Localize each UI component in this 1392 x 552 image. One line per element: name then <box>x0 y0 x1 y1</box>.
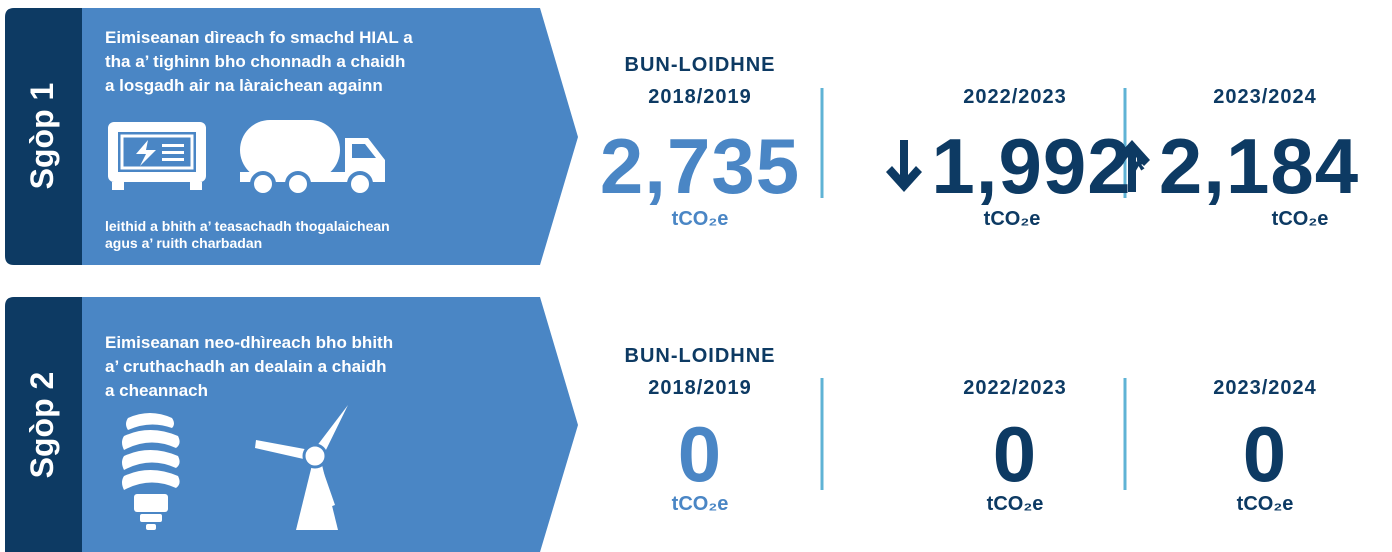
stat-unit: tCO₂e <box>671 208 729 230</box>
value-text: 2,735 <box>599 122 801 210</box>
stat-unit: tCO₂e <box>983 208 1041 230</box>
description-line: a losgadh air na làraichean againn <box>105 76 383 95</box>
value-text: 1,992 <box>931 122 1132 210</box>
scope-tab <box>5 297 82 552</box>
stat-value: 2,735 <box>570 124 830 208</box>
stat-heading: 2023/2024 <box>1135 49 1392 113</box>
heading-line: 2018/2019 <box>648 377 752 399</box>
scope-panel <box>82 297 578 552</box>
stat-heading: BUN-LOIDHNE 2018/2019 <box>570 49 830 113</box>
heading-line: 2023/2024 <box>1213 377 1317 399</box>
generator-icon <box>108 122 206 190</box>
heading-line: BUN-LOIDHNE <box>624 54 776 76</box>
value-text: 0 <box>992 410 1038 498</box>
description-line: Eimiseanan neo-dhìreach bho bhith <box>105 333 394 352</box>
bulb-icon <box>122 413 180 530</box>
value-text: 0 <box>677 410 723 498</box>
down-arrow-icon <box>886 140 923 192</box>
heading-line: 2022/2023 <box>963 86 1067 108</box>
stat-heading: BUN-LOIDHNE 2018/2019 <box>570 340 830 404</box>
stat-heading: 2022/2023 <box>885 340 1145 404</box>
wind-turbine-icon <box>255 405 348 530</box>
stat-unit: tCO₂e <box>1271 208 1329 230</box>
heading-line: 2023/2024 <box>1213 86 1317 108</box>
value-text: 2,184 <box>1158 122 1360 210</box>
value-text: 0 <box>1242 410 1288 498</box>
note-line: leithid a bhith a’ teasachadh thogalaich… <box>105 218 390 234</box>
stat-heading: 2023/2024 <box>1135 340 1392 404</box>
scope-label: Sgòp 1 <box>24 82 60 190</box>
heading-line: 2018/2019 <box>648 86 752 108</box>
description-line: a cheannach <box>105 381 208 400</box>
description-line: tha a’ tighinn bho chonnadh a chaidh <box>105 52 406 71</box>
stat-value: 0 <box>885 412 1145 496</box>
description-line: Eimiseanan dìreach fo smachd HIAL a <box>105 28 413 47</box>
stat-unit: tCO₂e <box>1236 493 1294 515</box>
scope-tab <box>5 8 82 265</box>
stat-value: 0 <box>570 412 830 496</box>
note-line: agus a’ ruith charbadan <box>105 235 263 251</box>
heading-line: 2022/2023 <box>963 377 1067 399</box>
stat-value: 0 <box>1135 412 1392 496</box>
stat-value: 2,184 <box>1110 124 1360 208</box>
truck-icon <box>240 120 385 197</box>
heading-line: BUN-LOIDHNE <box>624 345 776 367</box>
stat-unit: tCO₂e <box>671 493 729 515</box>
up-arrow-icon <box>1113 140 1150 192</box>
scope-label: Sgòp 2 <box>24 371 60 479</box>
description-line: a’ cruthachadh an dealain a chaidh <box>105 357 387 376</box>
stat-value: 1,992 * <box>855 124 1175 208</box>
stat-unit: tCO₂e <box>986 493 1044 515</box>
stat-heading: 2022/2023 <box>885 49 1145 113</box>
